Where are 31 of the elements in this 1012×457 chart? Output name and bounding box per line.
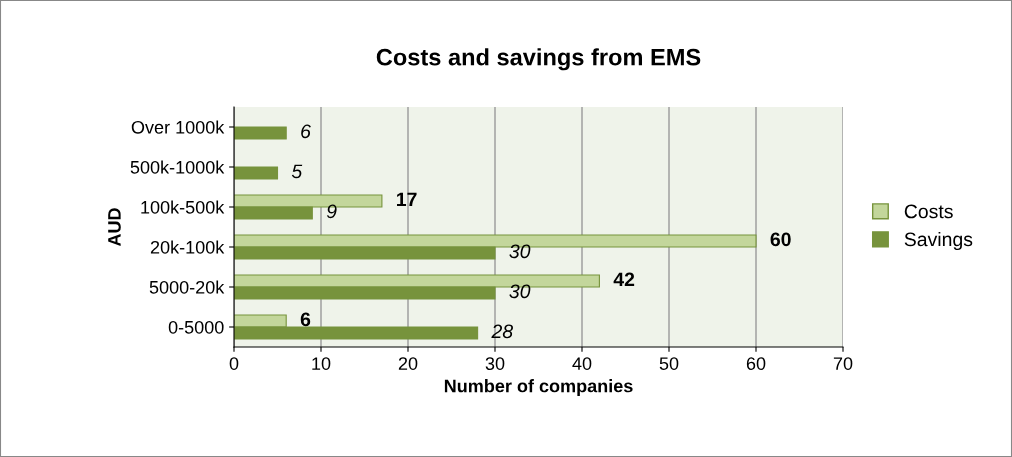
data-label: 30 — [509, 284, 531, 299]
x-axis-title: Number of companies — [444, 379, 633, 396]
y-tick-label: 500k-1000k — [130, 160, 225, 174]
bar — [234, 126, 287, 140]
data-label: 5 — [291, 164, 303, 179]
data-label: 6 — [300, 312, 311, 327]
y-tick-label: Over 1000k — [131, 120, 225, 134]
y-tick-label: 0-5000 — [168, 320, 224, 334]
x-tick-label: 70 — [833, 357, 853, 370]
y-axis-title: AUD — [108, 208, 121, 247]
y-tick-label: 100k-500k — [141, 200, 225, 214]
data-label: 9 — [326, 204, 337, 219]
data-label: 17 — [397, 192, 417, 207]
data-label: 30 — [509, 244, 531, 259]
legend-label: Savings — [904, 231, 973, 251]
legend-label: Costs — [904, 204, 953, 219]
data-label: 6 — [301, 124, 311, 139]
x-tick-label: 0 — [229, 357, 239, 370]
data-label: 42 — [613, 272, 635, 287]
x-tick-label: 40 — [572, 357, 592, 370]
chart-title: Costs and savings from EMS — [376, 48, 701, 71]
data-label: 60 — [770, 232, 791, 247]
x-tick-label: 10 — [312, 357, 331, 370]
y-tick-label: 20k-100k — [150, 240, 225, 254]
data-label: 28 — [491, 324, 513, 339]
x-tick-label: 30 — [485, 357, 505, 370]
y-tick-label: 5000-20k — [149, 280, 225, 294]
x-tick-label: 20 — [398, 357, 418, 370]
x-tick-label: 60 — [746, 357, 766, 370]
bar — [234, 166, 279, 180]
x-tick-label: 50 — [659, 357, 679, 370]
